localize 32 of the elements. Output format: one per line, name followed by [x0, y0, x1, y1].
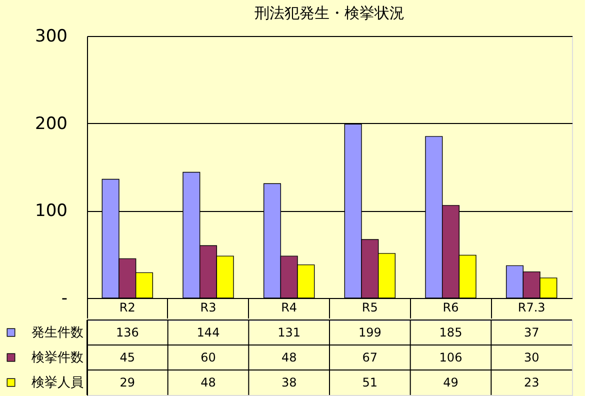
- data-label: 60: [200, 350, 216, 364]
- data-label: 199: [358, 326, 382, 340]
- chart-title: 刑法犯発生・検挙状況: [254, 4, 404, 22]
- legend-label: 発生件数: [32, 326, 84, 340]
- y-tick-label: 300: [35, 26, 68, 46]
- data-label: 185: [439, 326, 462, 340]
- data-label: 131: [278, 326, 301, 340]
- data-label: 37: [524, 326, 540, 340]
- x-tick-label: R6: [442, 300, 459, 314]
- data-label: 38: [281, 376, 297, 390]
- data-label: 144: [196, 326, 220, 340]
- data-label: 48: [200, 376, 216, 390]
- y-tick-label: 100: [35, 201, 68, 222]
- data-label: 106: [439, 350, 462, 364]
- y-tick-label: 200: [35, 114, 68, 134]
- data-label: 67: [362, 350, 378, 364]
- data-label: 51: [362, 376, 378, 390]
- y-tick-label: -: [61, 288, 68, 308]
- x-tick-label: R7.3: [518, 300, 546, 314]
- data-label: 29: [120, 376, 136, 390]
- data-label: 48: [281, 350, 297, 364]
- data-label: 30: [524, 350, 540, 364]
- x-tick-label: R5: [362, 300, 378, 314]
- data-label: 45: [120, 350, 136, 364]
- legend-label: 検挙件数: [32, 350, 84, 366]
- x-tick-label: R3: [200, 300, 216, 314]
- data-label: 23: [524, 376, 540, 390]
- legend-label: 検挙人員: [32, 376, 84, 390]
- x-tick-label: R2: [119, 300, 136, 314]
- x-tick-label: R4: [281, 300, 298, 314]
- data-label: 49: [443, 376, 458, 390]
- data-label: 136: [116, 326, 139, 340]
